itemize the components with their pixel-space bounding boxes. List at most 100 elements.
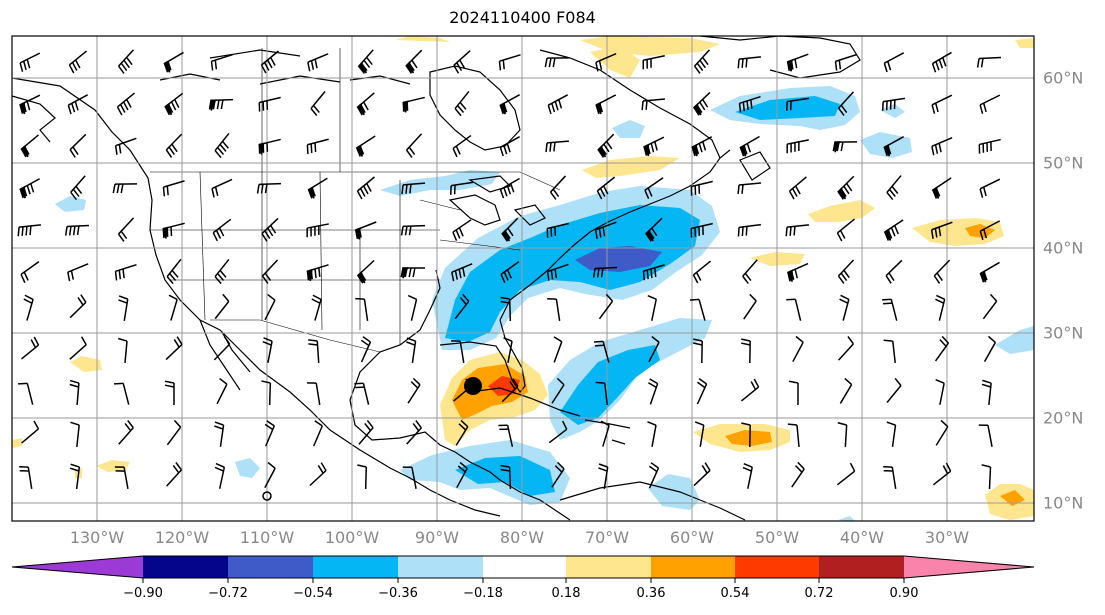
wind-barb	[742, 259, 758, 284]
wind-barb	[935, 294, 946, 321]
wind-barb	[306, 138, 329, 154]
wind-barb	[546, 222, 569, 238]
wind-barb	[648, 378, 659, 405]
wind-barb	[694, 421, 705, 447]
wind-barb	[452, 134, 472, 158]
wind-barb	[696, 378, 708, 405]
colorbar-tick: 0.36	[636, 586, 666, 601]
wind-barb	[307, 53, 329, 72]
wind-barb	[407, 377, 421, 404]
wind-barb	[451, 340, 465, 363]
wind-barb	[406, 337, 417, 363]
wind-barb	[979, 178, 1001, 198]
colorbar-tick: −0.90	[123, 586, 163, 601]
wind-barb	[23, 294, 34, 321]
wind-barb	[836, 218, 856, 242]
lon-label: 30°W	[924, 528, 970, 547]
wind-barb	[166, 258, 182, 285]
wind-barb	[407, 294, 418, 321]
colorbar-segment	[735, 556, 819, 578]
wind-barb	[213, 336, 231, 361]
wind-barb	[838, 336, 855, 361]
wind-barb	[360, 336, 372, 363]
wind-barb	[500, 464, 512, 490]
wind-barb	[600, 420, 610, 447]
colorbar-tick: 0.72	[804, 586, 834, 601]
wind-barb	[549, 175, 567, 200]
wind-barb	[839, 377, 853, 404]
wind-barb	[406, 420, 422, 445]
wind-barb	[737, 56, 762, 69]
wind-barb	[501, 217, 519, 242]
wind-barb	[791, 461, 805, 488]
wind-barb	[498, 54, 521, 71]
wind-barb	[740, 338, 751, 364]
wind-barb	[786, 298, 802, 321]
wind-barb	[500, 296, 512, 322]
wind-barb	[214, 132, 230, 159]
wind-barb	[837, 91, 855, 116]
wind-barb	[690, 222, 713, 238]
wind-barb	[261, 217, 279, 242]
wind-barb	[545, 140, 570, 153]
wind-barb	[935, 419, 949, 446]
wind-barb	[886, 377, 902, 403]
wind-barb	[208, 98, 234, 111]
wind-barb	[598, 293, 614, 320]
wind-barb	[114, 263, 137, 281]
wind-barb	[17, 224, 42, 237]
wind-barb	[455, 419, 469, 446]
wind-barb	[837, 175, 855, 200]
lon-label: 100°W	[324, 528, 380, 547]
wind-barb	[693, 49, 710, 74]
wind-barb	[595, 52, 617, 72]
graticule	[12, 36, 1034, 521]
wind-barb	[69, 294, 87, 319]
wind-barb	[19, 52, 41, 72]
wind-barb	[261, 259, 279, 284]
wind-barb	[454, 293, 470, 320]
wind-barb	[258, 138, 281, 155]
wind-barb	[211, 178, 233, 198]
wind-barb	[976, 56, 1002, 68]
wind-barb	[548, 420, 568, 444]
wind-barb	[547, 297, 561, 321]
wind-barb	[405, 49, 423, 74]
wind-barb	[20, 134, 39, 158]
wind-barb	[648, 462, 660, 489]
wind-barb	[210, 53, 233, 71]
wind-barb	[786, 262, 809, 282]
wind-barb	[596, 176, 616, 200]
wind-barb	[592, 266, 618, 278]
wind-barb	[642, 55, 665, 70]
wind-barbs	[17, 49, 1002, 490]
wind-barb	[357, 464, 368, 490]
colorbar-tick: 0.90	[889, 586, 919, 601]
wind-barb	[401, 182, 426, 195]
lat-label: 10°N	[1043, 493, 1084, 513]
wind-barb	[258, 96, 281, 112]
colorbar-tick: −0.72	[208, 586, 248, 601]
wind-barb	[553, 336, 563, 363]
wind-barb	[978, 138, 1001, 154]
wind-barb	[498, 424, 514, 447]
wind-barb	[310, 91, 326, 117]
lon-label: 40°W	[839, 528, 885, 547]
wind-barb	[402, 466, 417, 489]
wind-barb	[981, 379, 992, 406]
wind-barb	[788, 176, 807, 200]
wind-barb	[216, 377, 228, 405]
wind-barb	[306, 223, 329, 238]
wind-barb	[118, 420, 134, 445]
wind-barb	[501, 378, 519, 403]
wind-barb	[742, 462, 753, 489]
wind-barb	[983, 335, 997, 362]
wind-barb	[402, 96, 425, 113]
wind-barb	[738, 95, 761, 113]
colorbar-tick: −0.18	[463, 586, 503, 601]
wind-barb	[883, 339, 896, 364]
wind-barb	[597, 133, 615, 158]
wind-barb	[932, 462, 952, 486]
wind-barb	[117, 49, 134, 74]
wind-barb	[452, 219, 472, 241]
